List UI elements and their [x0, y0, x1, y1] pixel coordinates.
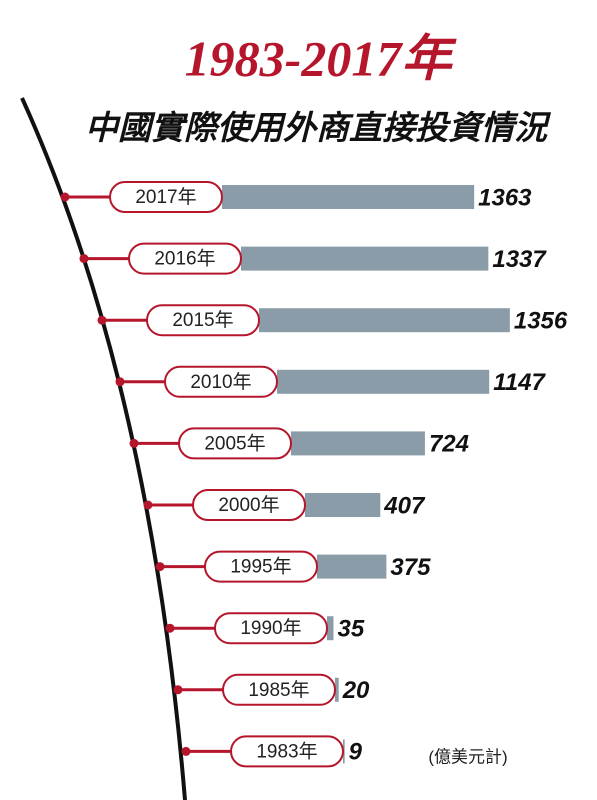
- bar: [327, 616, 334, 641]
- unit-note: (億美元計): [428, 747, 507, 766]
- value-label: 9: [349, 739, 363, 766]
- value-label: 1363: [478, 184, 532, 211]
- year-pill: [146, 304, 260, 337]
- year-pill: [230, 735, 344, 768]
- timeline-dot: [143, 500, 153, 510]
- timeline-dot: [173, 685, 183, 695]
- bar: [317, 554, 387, 579]
- bar: [259, 308, 510, 333]
- year-pill: [128, 242, 242, 275]
- category-label: 1990年: [240, 617, 301, 639]
- category-label: 2005年: [204, 432, 265, 454]
- bar: [305, 493, 381, 517]
- value-label: 1356: [514, 308, 568, 335]
- timeline-dot: [60, 192, 70, 202]
- year-pill: [204, 550, 318, 583]
- value-label: 724: [429, 431, 469, 458]
- value-label: 20: [342, 677, 370, 704]
- category-label: 2000年: [218, 494, 279, 516]
- timeline-dot: [129, 438, 139, 448]
- chart-subtitle: 中國實際使用外商直接投資情況: [85, 108, 552, 147]
- value-label: 1147: [493, 369, 546, 396]
- timeline-dot: [97, 315, 107, 325]
- bar: [241, 246, 489, 271]
- year-pill: [109, 181, 223, 213]
- value-label: 375: [390, 554, 431, 581]
- year-pill: [214, 612, 328, 645]
- category-label: 1985年: [248, 679, 309, 701]
- bar: [291, 431, 425, 456]
- category-label: 1983年: [256, 740, 317, 762]
- bar: [335, 677, 339, 702]
- year-pill: [178, 427, 292, 460]
- year-pill: [192, 489, 306, 521]
- value-label: 407: [383, 492, 426, 519]
- value-label: 35: [337, 616, 364, 643]
- category-label: 1995年: [230, 556, 291, 578]
- value-label: 1337: [492, 246, 547, 273]
- category-label: 2016年: [154, 248, 215, 270]
- year-pill: [164, 365, 278, 398]
- bar: [222, 185, 475, 209]
- bar: [277, 369, 490, 394]
- timeline-dot: [79, 254, 89, 264]
- category-label: 2010年: [190, 371, 251, 393]
- category-label: 2017年: [135, 186, 196, 208]
- timeline-curve: [20, 97, 187, 800]
- chart-title: 1983-2017年: [185, 30, 458, 86]
- timeline-dot: [155, 562, 165, 572]
- category-label: 2015年: [172, 309, 233, 331]
- timeline-dot: [115, 377, 125, 387]
- timeline-dot: [181, 746, 191, 756]
- timeline-dot: [165, 623, 175, 633]
- year-pill: [222, 673, 336, 706]
